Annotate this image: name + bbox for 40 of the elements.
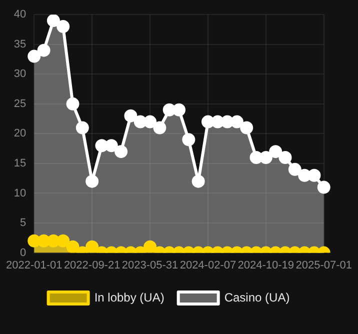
point <box>114 145 128 158</box>
x-tick-label: 2025-07-01 <box>296 259 352 272</box>
point <box>259 151 272 164</box>
point <box>144 115 157 128</box>
y-tick-label: 40 <box>14 8 26 21</box>
x-tick-label: 2024-10-19 <box>238 259 294 272</box>
y-tick-label: 5 <box>20 217 26 230</box>
point <box>76 121 89 134</box>
point <box>308 168 321 182</box>
y-tick-label: 15 <box>14 158 26 170</box>
legend-label: In lobby (UA) <box>94 290 164 304</box>
point <box>124 109 138 122</box>
legend-label: Casino (UA) <box>224 290 290 304</box>
point <box>192 174 205 188</box>
point <box>317 180 330 194</box>
point <box>288 162 302 176</box>
point <box>153 121 166 134</box>
y-tick-label: 20 <box>14 128 26 140</box>
point <box>162 103 176 116</box>
point <box>278 151 292 164</box>
x-tick-label: 2024-02-07 <box>180 259 236 272</box>
point <box>298 168 312 182</box>
point <box>172 103 186 116</box>
y-tick-label: 0 <box>20 246 26 259</box>
point <box>230 115 244 128</box>
y-tick-label: 10 <box>14 187 26 200</box>
point <box>182 133 196 146</box>
y-tick-label: 30 <box>14 68 26 80</box>
x-tick-label: 2022-09-21 <box>64 259 120 272</box>
point <box>86 174 99 188</box>
y-tick-label: 35 <box>14 38 26 50</box>
y-tick-label: 25 <box>14 98 26 110</box>
point <box>211 115 224 128</box>
point <box>66 97 80 110</box>
point <box>240 121 254 134</box>
x-tick-label: 2022-01-01 <box>6 259 62 272</box>
point <box>269 145 282 158</box>
point <box>104 139 118 152</box>
point <box>95 139 108 152</box>
x-tick-label: 2023-05-31 <box>122 259 178 272</box>
